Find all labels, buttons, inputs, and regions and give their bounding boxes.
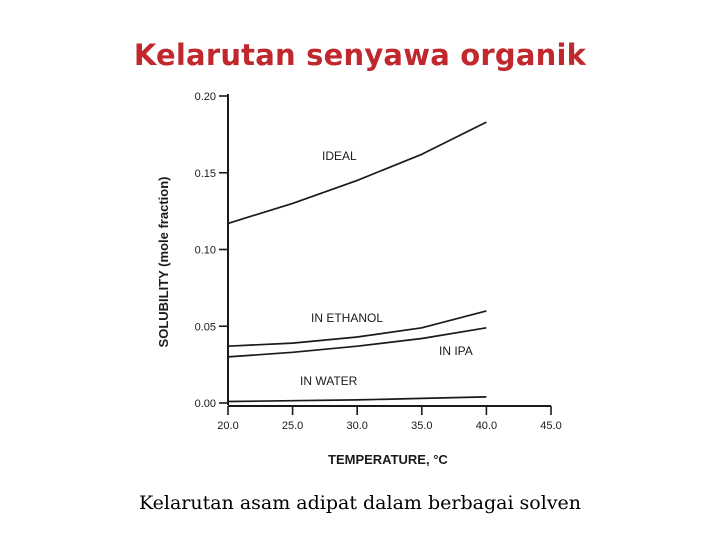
- series-line-in-ethanol: [227, 310, 487, 348]
- labels: TEMPERATURE, °C SOLUBILITY (mole fractio…: [156, 91, 562, 467]
- axes: [227, 94, 551, 407]
- x-tick-label: 20.0: [217, 420, 238, 432]
- x-tick-label: 45.0: [540, 420, 561, 432]
- x-tick-label: 35.0: [411, 420, 432, 432]
- series-label-in-water: IN WATER: [300, 374, 358, 388]
- series-label-ideal: IDEAL: [322, 149, 357, 163]
- slide-title: Kelarutan senyawa organik: [133, 38, 587, 72]
- series-line-in-water: [227, 396, 487, 403]
- series-line-ideal: [227, 121, 487, 225]
- tick-marks: [219, 95, 552, 415]
- x-tick-label: 25.0: [282, 420, 303, 432]
- y-tick-label: 0.00: [195, 398, 216, 410]
- series-label-in-ipa: IN IPA: [439, 344, 473, 358]
- y-tick-label: 0.15: [195, 168, 216, 180]
- y-tick-label: 0.20: [195, 91, 216, 103]
- x-tick-label: 40.0: [476, 420, 497, 432]
- series-line-in-ipa: [227, 326, 487, 358]
- y-axis-title: SOLUBILITY (mole fraction): [156, 177, 171, 348]
- x-axis-title: TEMPERATURE, °C: [328, 452, 448, 467]
- y-tick-label: 0.10: [195, 245, 216, 257]
- series-lines: [227, 121, 487, 403]
- series-label-in-ethanol: IN ETHANOL: [311, 311, 383, 325]
- slide-caption: Kelarutan asam adipat dalam berbagai sol…: [138, 492, 582, 514]
- y-tick-label: 0.05: [195, 321, 216, 333]
- x-tick-label: 30.0: [346, 420, 367, 432]
